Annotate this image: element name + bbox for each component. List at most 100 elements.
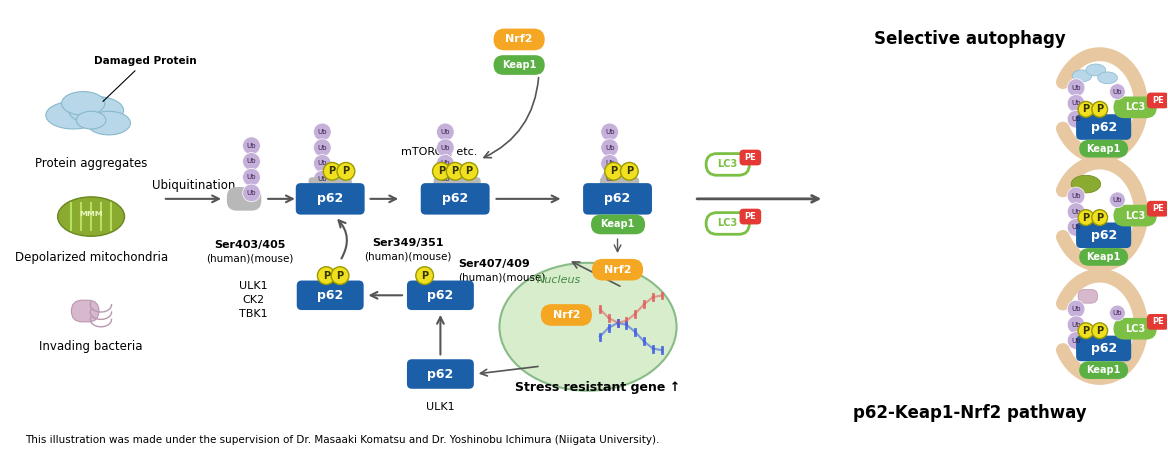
Circle shape	[600, 170, 619, 188]
Text: Ub: Ub	[1071, 224, 1080, 230]
FancyBboxPatch shape	[600, 177, 639, 189]
Text: (human)(mouse): (human)(mouse)	[458, 273, 545, 282]
Circle shape	[1092, 101, 1107, 117]
Ellipse shape	[69, 97, 124, 124]
Circle shape	[1068, 300, 1085, 318]
Circle shape	[460, 163, 478, 180]
Text: p62: p62	[1091, 229, 1117, 242]
Text: ULK1: ULK1	[426, 401, 454, 412]
Text: Ub: Ub	[440, 129, 450, 135]
FancyBboxPatch shape	[1113, 318, 1156, 339]
FancyBboxPatch shape	[1079, 140, 1128, 158]
FancyBboxPatch shape	[1079, 248, 1128, 266]
Text: LC3: LC3	[717, 219, 738, 229]
Text: Ubiquitination: Ubiquitination	[152, 179, 235, 192]
Text: P: P	[342, 166, 349, 176]
Text: Ub: Ub	[1071, 193, 1080, 199]
Text: This illustration was made under the supervision of Dr. Masaaki Komatsu and Dr. : This illustration was made under the sup…	[26, 435, 660, 445]
Text: (human)(mouse): (human)(mouse)	[206, 254, 293, 264]
Text: P: P	[1096, 326, 1104, 336]
Circle shape	[600, 154, 619, 172]
FancyBboxPatch shape	[739, 209, 762, 224]
Circle shape	[1068, 79, 1085, 97]
Text: Nrf2: Nrf2	[552, 310, 580, 320]
Circle shape	[313, 154, 332, 172]
FancyBboxPatch shape	[1147, 314, 1168, 330]
Ellipse shape	[46, 101, 100, 129]
Text: P: P	[465, 166, 473, 176]
Circle shape	[446, 163, 464, 180]
Text: Ub: Ub	[1071, 209, 1080, 215]
Text: P: P	[610, 166, 617, 176]
Text: Selective autophagy: Selective autophagy	[874, 30, 1065, 48]
Ellipse shape	[1086, 64, 1106, 76]
Circle shape	[1068, 110, 1085, 128]
Text: Ub: Ub	[318, 129, 327, 135]
Text: P: P	[626, 166, 633, 176]
Circle shape	[437, 170, 454, 188]
Text: P: P	[328, 166, 335, 176]
Circle shape	[243, 168, 260, 186]
Text: p62: p62	[317, 192, 343, 205]
Circle shape	[1110, 305, 1125, 321]
Circle shape	[1110, 192, 1125, 208]
Text: ᴹᴹᴹ: ᴹᴹᴹ	[79, 210, 103, 223]
Text: p62: p62	[1091, 342, 1117, 355]
Text: P: P	[438, 166, 445, 176]
Text: Ub: Ub	[318, 160, 327, 167]
Text: Protein aggregates: Protein aggregates	[35, 157, 147, 170]
Text: Ub: Ub	[440, 176, 450, 182]
Circle shape	[432, 163, 450, 180]
Circle shape	[1110, 84, 1125, 100]
Text: Ub: Ub	[605, 160, 614, 167]
FancyBboxPatch shape	[494, 55, 544, 75]
Circle shape	[1078, 101, 1093, 117]
Circle shape	[1078, 323, 1093, 339]
Text: Keap1: Keap1	[502, 60, 536, 70]
Text: Ub: Ub	[1071, 306, 1080, 312]
Text: Nucleus: Nucleus	[536, 274, 580, 285]
Circle shape	[243, 184, 260, 202]
Ellipse shape	[1071, 175, 1100, 193]
FancyBboxPatch shape	[494, 29, 544, 50]
Circle shape	[243, 153, 260, 170]
Circle shape	[313, 170, 332, 188]
Circle shape	[620, 163, 638, 180]
FancyBboxPatch shape	[1147, 92, 1168, 108]
Text: Keap1: Keap1	[1086, 252, 1121, 262]
Text: Ub: Ub	[605, 145, 614, 151]
Circle shape	[243, 137, 260, 154]
Ellipse shape	[1098, 72, 1118, 84]
Text: Ub: Ub	[318, 145, 327, 151]
Text: p62: p62	[427, 289, 453, 302]
FancyBboxPatch shape	[1076, 336, 1131, 361]
Text: Ub: Ub	[1071, 101, 1080, 106]
FancyBboxPatch shape	[1079, 361, 1128, 379]
Text: Ub: Ub	[605, 129, 614, 135]
Circle shape	[313, 139, 332, 157]
Text: Ub: Ub	[1113, 310, 1122, 316]
Text: Ub: Ub	[440, 145, 450, 151]
FancyBboxPatch shape	[583, 183, 652, 215]
Circle shape	[437, 123, 454, 141]
FancyBboxPatch shape	[296, 183, 364, 215]
Text: P: P	[1083, 104, 1090, 114]
Text: Ub: Ub	[605, 176, 614, 182]
Circle shape	[1068, 219, 1085, 236]
Circle shape	[332, 267, 349, 285]
FancyBboxPatch shape	[1078, 290, 1098, 303]
FancyBboxPatch shape	[1147, 201, 1168, 216]
Circle shape	[1092, 210, 1107, 225]
Circle shape	[600, 123, 619, 141]
Circle shape	[318, 267, 335, 285]
Text: P: P	[1096, 212, 1104, 223]
Circle shape	[1068, 332, 1085, 349]
Text: P: P	[1083, 326, 1090, 336]
Text: p62: p62	[442, 192, 468, 205]
Text: Ser407/409: Ser407/409	[458, 259, 530, 269]
FancyBboxPatch shape	[314, 282, 343, 291]
Circle shape	[437, 139, 454, 157]
FancyBboxPatch shape	[591, 215, 645, 234]
Text: p62-Keap1-Nrf2 pathway: p62-Keap1-Nrf2 pathway	[853, 404, 1086, 422]
Text: P: P	[336, 271, 343, 281]
